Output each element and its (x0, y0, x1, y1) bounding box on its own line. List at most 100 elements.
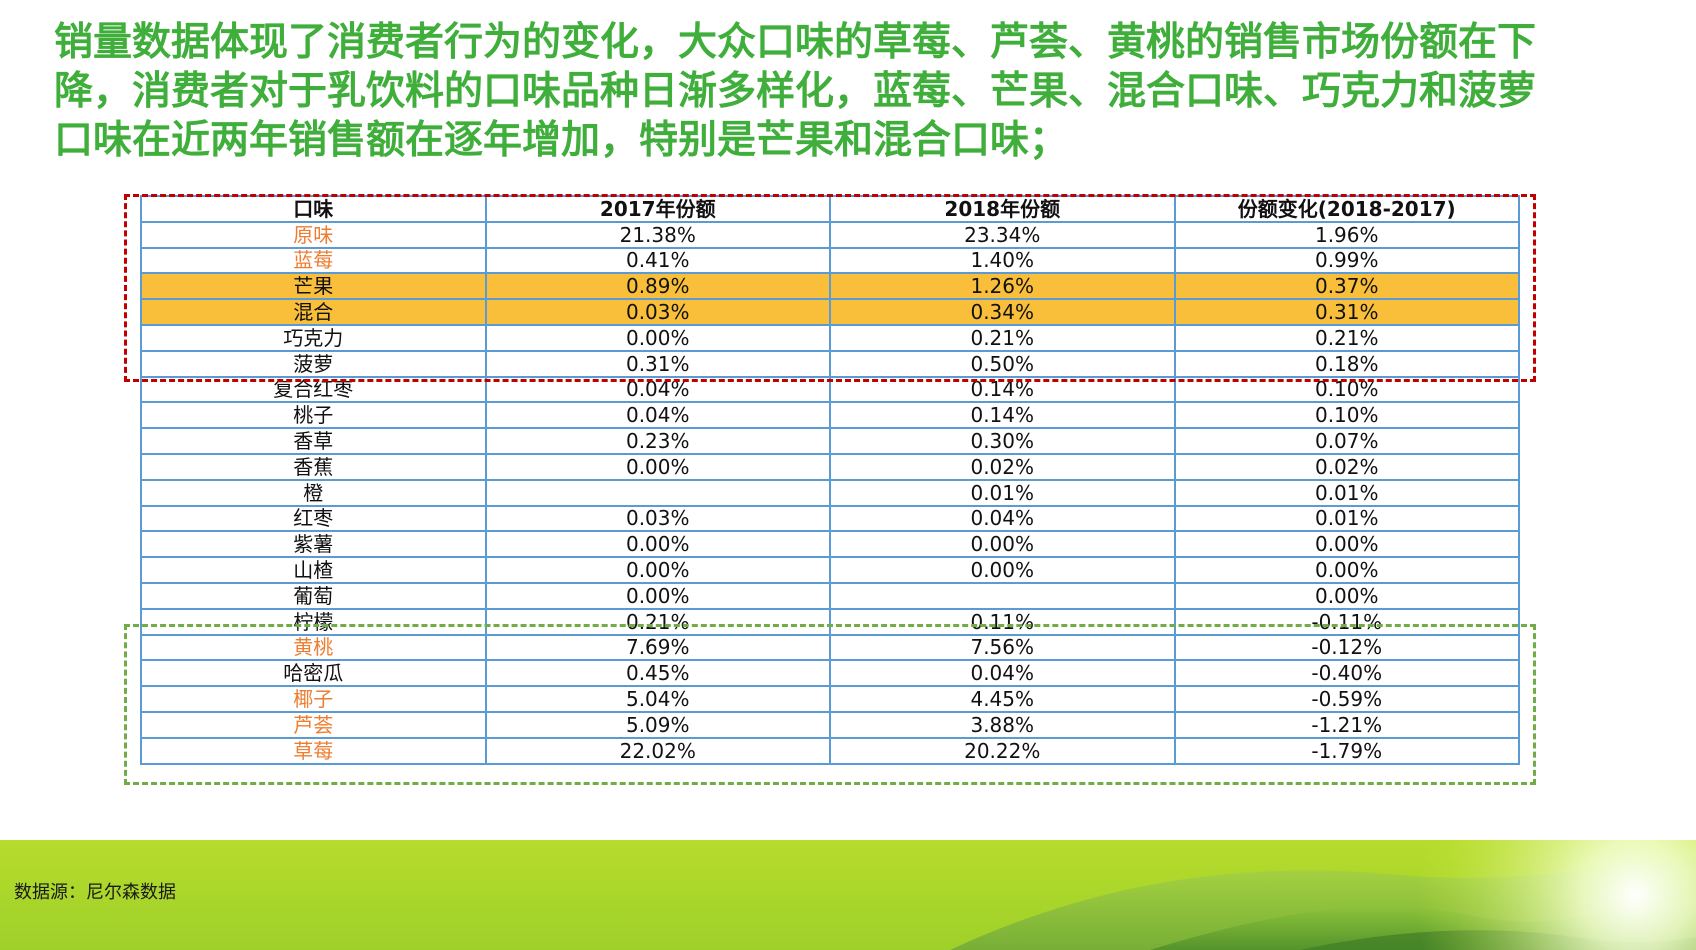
share-2018-cell: 0.00% (829, 530, 1176, 559)
share-2018-cell: 1.26% (829, 272, 1176, 301)
data-source-note: 数据源：尼尔森数据 (14, 882, 176, 903)
table-row: 原味 21.38% 23.34% 1.96% (140, 220, 1520, 249)
share-2017-cell: 0.31% (484, 349, 831, 378)
table-row: 椰子 5.04% 4.45% -0.59% (140, 685, 1520, 713)
share-2017-cell: 21.38% (484, 220, 831, 249)
share-2017-cell: 0.21% (484, 607, 831, 636)
share-2017-cell: 0.03% (484, 504, 831, 533)
table-row: 柠檬 0.21% 0.11% -0.11% (140, 607, 1520, 636)
table-row: 巧克力 0.00% 0.21% 0.21% (140, 323, 1520, 352)
share-change-cell: 0.00% (1173, 581, 1520, 610)
share-change-cell: 0.10% (1173, 401, 1520, 430)
share-2018-cell: 7.56% (829, 633, 1176, 662)
share-change-cell: -0.11% (1173, 607, 1520, 636)
share-2018-cell: 23.34% (829, 220, 1176, 249)
flavor-cell: 橙 (140, 478, 487, 507)
header-flavor: 口味 (140, 195, 487, 223)
share-2018-cell: 20.22% (829, 736, 1176, 765)
share-2018-cell: 0.34% (829, 298, 1176, 326)
header-share-change: 份额变化(2018-2017) (1173, 195, 1520, 223)
header-share-2017: 2017年份额 (484, 195, 831, 223)
footer-meadow-banner (0, 840, 1696, 950)
table-header-row: 口味 2017年份额 2018年份额 份额变化(2018-2017) (140, 195, 1520, 223)
share-2017-cell: 5.09% (484, 710, 831, 739)
share-change-cell: -1.21% (1173, 710, 1520, 739)
share-2017-cell: 0.00% (484, 556, 831, 584)
share-change-cell: 0.31% (1173, 298, 1520, 326)
flavor-cell: 红枣 (140, 504, 487, 533)
share-change-cell: 0.01% (1173, 478, 1520, 507)
share-2017-cell: 5.04% (484, 685, 831, 713)
flavor-cell: 柠檬 (140, 607, 487, 636)
table-row: 橙 0.01% 0.01% (140, 478, 1520, 507)
share-2017-cell: 0.89% (484, 272, 831, 301)
table-row: 复合红枣 0.04% 0.14% 0.10% (140, 375, 1520, 404)
share-2018-cell: 0.50% (829, 349, 1176, 378)
table-row: 紫薯 0.00% 0.00% 0.00% (140, 530, 1520, 559)
share-change-cell: 0.99% (1173, 246, 1520, 275)
share-change-cell: -0.40% (1173, 659, 1520, 688)
headline-line-2: 降，消费者对于乳饮料的口味品种日渐多样化，蓝莓、芒果、混合口味、巧克力和菠萝 (54, 69, 1537, 114)
share-2017-cell: 0.04% (484, 401, 831, 430)
share-change-cell: 0.01% (1173, 504, 1520, 533)
share-2017-cell: 0.23% (484, 427, 831, 455)
share-2017-cell: 0.00% (484, 530, 831, 559)
meadow-hills-graphic (950, 840, 1696, 950)
table-row: 蓝莓 0.41% 1.40% 0.99% (140, 246, 1520, 275)
share-change-cell: 0.10% (1173, 375, 1520, 404)
flavor-cell: 葡萄 (140, 581, 487, 610)
share-2017-cell: 0.41% (484, 246, 831, 275)
share-change-cell: 0.37% (1173, 272, 1520, 301)
share-change-cell: -1.79% (1173, 736, 1520, 765)
share-2018-cell: 0.04% (829, 659, 1176, 688)
share-2018-cell: 0.30% (829, 427, 1176, 455)
share-2017-cell: 22.02% (484, 736, 831, 765)
share-change-cell: 0.18% (1173, 349, 1520, 378)
flavor-cell: 哈密瓜 (140, 659, 487, 688)
flavor-cell: 桃子 (140, 401, 487, 430)
flavor-cell: 芒果 (140, 272, 487, 301)
share-change-cell: 0.21% (1173, 323, 1520, 352)
flavor-share-table: 口味 2017年份额 2018年份额 份额变化(2018-2017) 原味 21.… (140, 195, 1520, 765)
flavor-cell: 菠萝 (140, 349, 487, 378)
headline-line-3: 口味在近两年销售额在逐年增加，特别是芒果和混合口味； (54, 118, 1069, 163)
share-2017-cell: 0.04% (484, 375, 831, 404)
share-2017-cell: 7.69% (484, 633, 831, 662)
table-row: 山楂 0.00% 0.00% 0.00% (140, 556, 1520, 584)
headline-line-1: 销量数据体现了消费者行为的变化，大众口味的草莓、芦荟、黄桃的销售市场份额在下 (54, 20, 1537, 65)
flavor-cell: 复合红枣 (140, 375, 487, 404)
share-2017-cell (484, 478, 831, 507)
headline: 销量数据体现了消费者行为的变化，大众口味的草莓、芦荟、黄桃的销售市场份额在下 降… (54, 18, 1614, 165)
flavor-cell: 香蕉 (140, 452, 487, 481)
share-2017-cell: 0.45% (484, 659, 831, 688)
share-2018-cell: 3.88% (829, 710, 1176, 739)
share-2018-cell: 0.14% (829, 401, 1176, 430)
table-row: 桃子 0.04% 0.14% 0.10% (140, 401, 1520, 430)
share-2018-cell: 0.21% (829, 323, 1176, 352)
header-share-2018: 2018年份额 (829, 195, 1176, 223)
share-2018-cell: 0.02% (829, 452, 1176, 481)
share-change-cell: -0.59% (1173, 685, 1520, 713)
share-change-cell: 0.02% (1173, 452, 1520, 481)
table-row: 香蕉 0.00% 0.02% 0.02% (140, 452, 1520, 481)
flavor-cell: 草莓 (140, 736, 487, 765)
share-2018-cell: 0.00% (829, 556, 1176, 584)
table-row: 哈密瓜 0.45% 0.04% -0.40% (140, 659, 1520, 688)
flavor-cell: 香草 (140, 427, 487, 455)
share-2018-cell (829, 581, 1176, 610)
flavor-cell: 蓝莓 (140, 246, 487, 275)
flavor-share-table-wrap: 口味 2017年份额 2018年份额 份额变化(2018-2017) 原味 21.… (140, 195, 1520, 765)
table-row-highlighted: 混合 0.03% 0.34% 0.31% (140, 298, 1520, 326)
share-change-cell: 0.07% (1173, 427, 1520, 455)
share-2018-cell: 4.45% (829, 685, 1176, 713)
flavor-cell: 椰子 (140, 685, 487, 713)
flavor-cell: 巧克力 (140, 323, 487, 352)
share-2017-cell: 0.00% (484, 581, 831, 610)
table-row: 芦荟 5.09% 3.88% -1.21% (140, 710, 1520, 739)
share-2018-cell: 0.14% (829, 375, 1176, 404)
share-2018-cell: 0.04% (829, 504, 1176, 533)
share-change-cell: 0.00% (1173, 556, 1520, 584)
flavor-cell: 芦荟 (140, 710, 487, 739)
share-2018-cell: 0.01% (829, 478, 1176, 507)
share-2017-cell: 0.00% (484, 323, 831, 352)
